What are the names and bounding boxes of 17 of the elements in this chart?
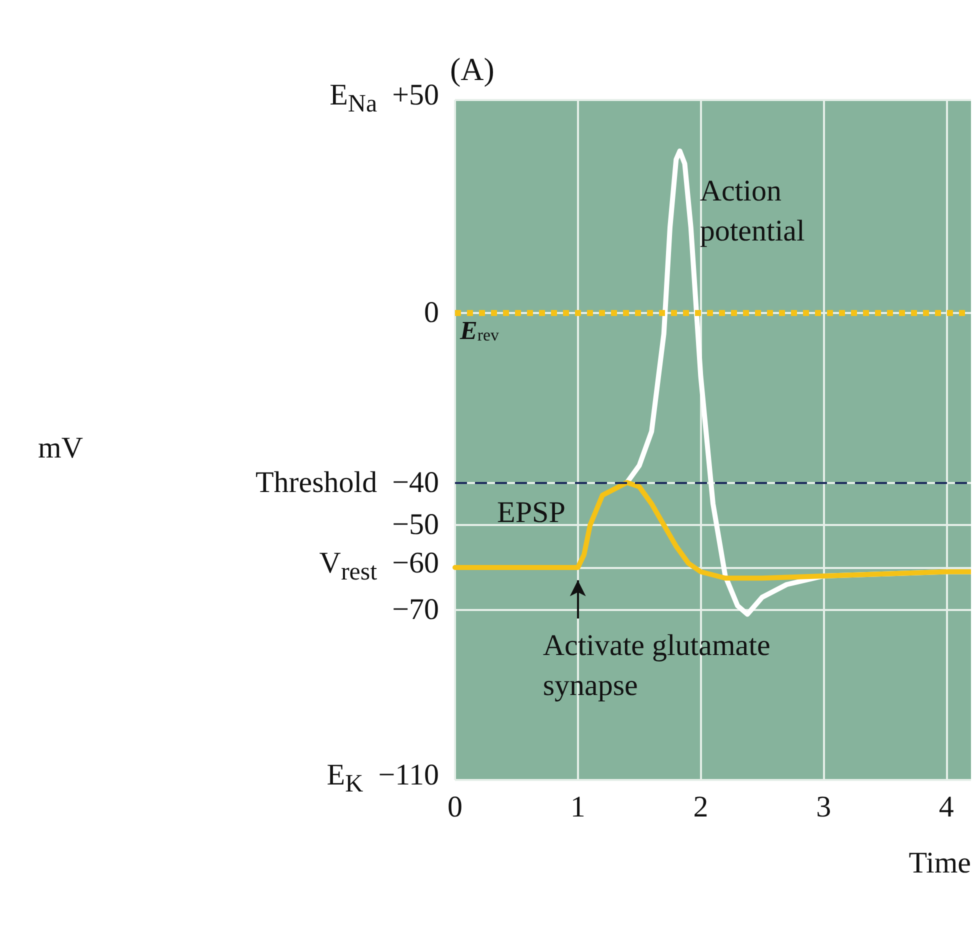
y-tick-label: E$_{K}$ −110 [326,758,439,800]
y-tick-label: Threshold −40 [255,466,439,500]
x-tick-label: 0 [448,790,462,824]
y-tick-label: E$_{Na}$ +50 [330,78,439,120]
chart-title: (A) [450,51,494,87]
ref-line-label: Erev [459,316,500,345]
y-tick-label: −50 [392,508,439,542]
y-tick-label: 0 [424,296,439,330]
text: mV [38,432,84,464]
y-tick-label: V$_{rest}$ −60 [319,546,439,587]
x-tick-label: 2 [693,790,708,824]
x-tick-label: 3 [816,790,832,824]
x-tick-label: 4 [938,790,954,824]
series-label: EPSP [497,496,566,529]
x-axis-title: Time [908,846,972,880]
x-tick-label: 1 [570,790,586,824]
y-tick-label: −70 [392,593,439,627]
